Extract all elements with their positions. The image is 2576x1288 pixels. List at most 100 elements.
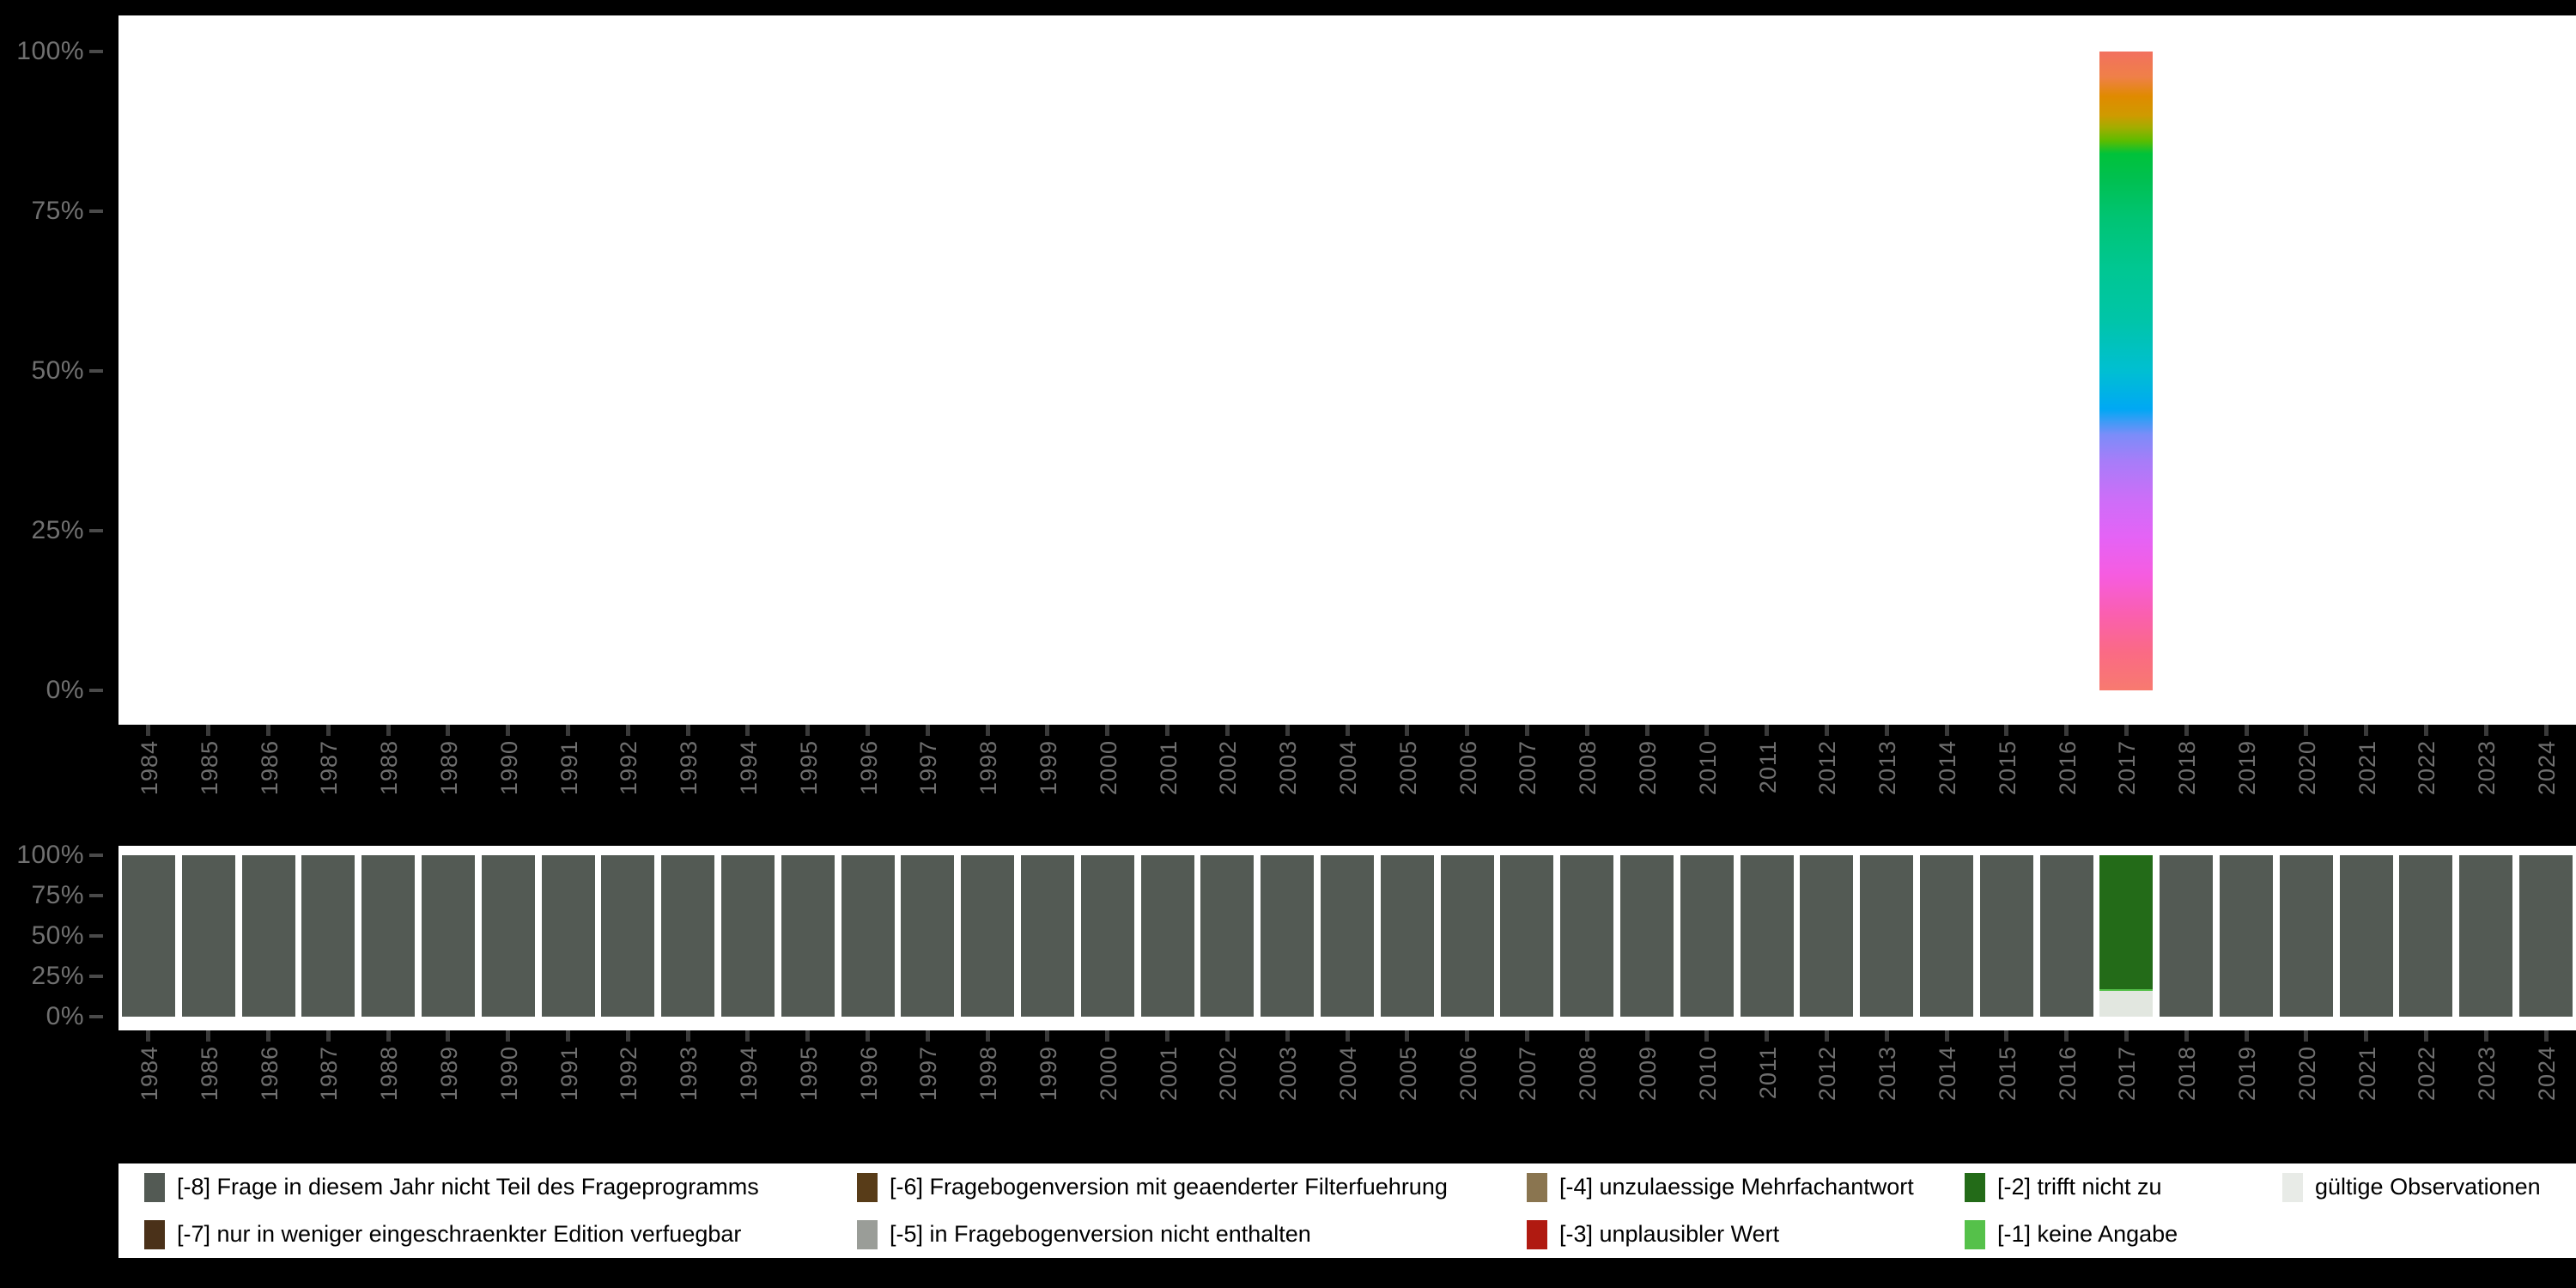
bar-segment--8: [1440, 855, 1494, 1017]
bottom-x-label-2005: 2005: [1394, 1046, 1421, 1102]
legend-swatch-icon: [144, 1172, 165, 1202]
bottom-x-tick-mark: [925, 1030, 930, 1042]
bottom-panel-bar-1989: [421, 855, 475, 1017]
top-x-label-1999: 1999: [1035, 740, 1061, 796]
top-x-label-2019: 2019: [2234, 740, 2261, 796]
top-x-tick-mark: [2064, 725, 2069, 736]
top-x-label-2001: 2001: [1155, 740, 1182, 796]
bottom-x-label-1996: 1996: [855, 1046, 882, 1102]
top-y-tick-mark: [89, 50, 103, 53]
bottom-x-tick-mark: [866, 1030, 871, 1042]
legend-label: [-2] trifft nicht zu: [1997, 1174, 2162, 1200]
bottom-panel-bar-2006: [1440, 855, 1494, 1017]
bottom-x-label-1988: 1988: [376, 1046, 403, 1102]
legend-item-minus2[interactable]: [-2] trifft nicht zu: [1965, 1163, 2162, 1211]
bottom-y-tick-label: 0%: [46, 1002, 84, 1030]
bar-segment--8: [2279, 855, 2333, 1017]
legend-label: gültige Observationen: [2315, 1174, 2541, 1200]
bar-segment--8: [1680, 855, 1734, 1017]
bottom-x-label-1987: 1987: [316, 1046, 343, 1102]
top-x-label-1992: 1992: [616, 740, 642, 796]
top-y-tick-mark: [89, 689, 103, 692]
bottom-x-label-2006: 2006: [1455, 1046, 1481, 1102]
bottom-y-tick-label: 25%: [31, 962, 84, 990]
bottom-x-tick-mark: [506, 1030, 511, 1042]
bar-segment--8: [1020, 855, 1074, 1017]
bar-segment--1: [2099, 989, 2154, 991]
bottom-panel-bar-2023: [2459, 855, 2513, 1017]
bottom-x-tick-mark: [1884, 1030, 1889, 1042]
legend-item-valid[interactable]: gültige Observationen: [2282, 1163, 2541, 1211]
legend-item-minus6[interactable]: [-6] Fragebogenversion mit geaenderter F…: [857, 1163, 1448, 1211]
top-x-tick-mark: [1224, 725, 1230, 736]
legend-item-minus5[interactable]: [-5] in Fragebogenversion nicht enthalte…: [857, 1211, 1311, 1258]
bottom-y-tick-mark: [89, 934, 103, 938]
bottom-panel-bar-1984: [121, 855, 175, 1017]
bottom-x-tick-mark: [1524, 1030, 1529, 1042]
bottom-x-label-1985: 1985: [196, 1046, 222, 1102]
bottom-panel: 0% 25% 50% 75% 100%: [0, 841, 2576, 1030]
legend-swatch-icon: [857, 1219, 878, 1249]
top-x-label-2014: 2014: [1935, 740, 1961, 796]
top-x-label-2023: 2023: [2474, 740, 2500, 796]
bottom-x-tick-mark: [2184, 1030, 2189, 1042]
bottom-x-tick-mark: [685, 1030, 690, 1042]
legend-item-minus4[interactable]: [-4] unzulaessige Mehrfachantwort: [1527, 1163, 1914, 1211]
bottom-panel-bar-2018: [2160, 855, 2214, 1017]
bottom-panel-bar-1991: [541, 855, 595, 1017]
bottom-x-tick-mark: [805, 1030, 811, 1042]
bottom-x-label-2011: 2011: [1754, 1046, 1781, 1100]
bar-segment--2: [2099, 855, 2154, 990]
bottom-x-tick-mark: [206, 1030, 211, 1042]
bottom-panel-bar-2010: [1680, 855, 1734, 1017]
top-x-label-2018: 2018: [2174, 740, 2201, 796]
bottom-x-label-1999: 1999: [1035, 1046, 1061, 1102]
top-x-tick-mark: [1405, 725, 1410, 736]
bottom-panel-bar-2024: [2519, 855, 2573, 1017]
legend-label: [-7] nur in weniger eingeschraenkter Edi…: [177, 1221, 742, 1247]
bottom-x-label-2020: 2020: [2293, 1046, 2320, 1102]
bottom-panel-bar-1993: [661, 855, 715, 1017]
legend-item-minus3[interactable]: [-3] unplausibler Wert: [1527, 1211, 1779, 1258]
legend-label: [-6] Fragebogenversion mit geaenderter F…: [890, 1174, 1448, 1200]
bottom-x-label-1995: 1995: [795, 1046, 822, 1102]
top-x-label-1990: 1990: [495, 740, 522, 796]
bar-segment--8: [361, 855, 416, 1017]
top-x-label-1996: 1996: [855, 740, 882, 796]
top-x-label-1986: 1986: [256, 740, 283, 796]
bar-segment--8: [241, 855, 295, 1017]
bar-segment--8: [901, 855, 955, 1017]
bar-segment--8: [1860, 855, 1914, 1017]
top-x-label-1994: 1994: [735, 740, 762, 796]
bar-segment--8: [1380, 855, 1434, 1017]
top-y-tick-label: 0%: [46, 676, 84, 704]
bar-segment--8: [661, 855, 715, 1017]
top-x-tick-mark: [1644, 725, 1649, 736]
bottom-x-label-2024: 2024: [2534, 1046, 2561, 1102]
bottom-x-tick-mark: [2064, 1030, 2069, 1042]
top-x-label-2016: 2016: [2054, 740, 2081, 796]
bottom-panel-bar-1992: [601, 855, 655, 1017]
bottom-x-tick-mark: [2364, 1030, 2369, 1042]
bottom-panel-bar-2008: [1560, 855, 1614, 1017]
top-x-label-1987: 1987: [316, 740, 343, 796]
bottom-y-tick-mark: [89, 854, 103, 857]
bottom-x-tick-mark: [2304, 1030, 2309, 1042]
top-x-tick-mark: [446, 725, 451, 736]
bottom-x-tick-mark: [2004, 1030, 2009, 1042]
bottom-panel-bar-1998: [961, 855, 1015, 1017]
top-x-label-1989: 1989: [435, 740, 462, 796]
legend-item-minus7[interactable]: [-7] nur in weniger eingeschraenkter Edi…: [144, 1211, 741, 1258]
top-x-tick-mark: [1285, 725, 1290, 736]
top-x-label-2008: 2008: [1575, 740, 1601, 796]
legend-swatch-icon: [1527, 1219, 1547, 1249]
legend-item-minus8[interactable]: [-8] Frage in diesem Jahr nicht Teil des…: [144, 1163, 759, 1211]
bottom-x-tick-mark: [325, 1030, 331, 1042]
bar-segment--8: [2339, 855, 2393, 1017]
legend-item-minus1[interactable]: [-1] keine Angabe: [1965, 1211, 2178, 1258]
bottom-panel-bar-2003: [1261, 855, 1315, 1017]
top-x-label-1985: 1985: [196, 740, 222, 796]
top-x-tick-mark: [2483, 725, 2488, 736]
bar-segment--8: [1920, 855, 1974, 1017]
bottom-x-tick-mark: [1405, 1030, 1410, 1042]
